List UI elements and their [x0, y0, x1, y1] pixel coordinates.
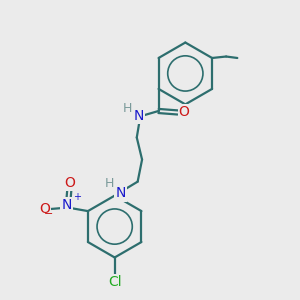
Text: O: O — [64, 176, 75, 190]
Text: N: N — [116, 186, 126, 200]
Text: O: O — [39, 202, 50, 216]
Text: +: + — [73, 192, 81, 202]
Text: N: N — [61, 198, 72, 212]
Text: Cl: Cl — [108, 274, 122, 289]
Text: N: N — [134, 109, 144, 123]
Text: −: − — [44, 209, 54, 219]
Text: H: H — [105, 177, 114, 190]
Text: O: O — [179, 106, 190, 119]
Text: H: H — [123, 101, 133, 115]
